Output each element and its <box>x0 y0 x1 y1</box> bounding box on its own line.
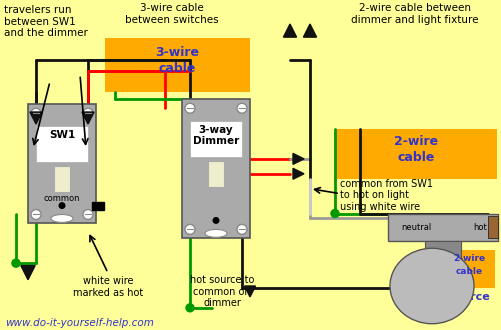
Circle shape <box>212 217 219 224</box>
Text: neutral: neutral <box>400 223 430 232</box>
Bar <box>92 202 104 210</box>
Circle shape <box>236 224 246 234</box>
Bar <box>105 38 249 92</box>
Bar <box>424 241 460 259</box>
Text: cable: cable <box>454 267 481 276</box>
Circle shape <box>236 103 246 113</box>
Text: 2-wire cable between
dimmer and light fixture: 2-wire cable between dimmer and light fi… <box>351 3 478 24</box>
Bar <box>207 161 223 187</box>
Bar <box>487 216 497 238</box>
Text: cable: cable <box>396 151 434 164</box>
Bar <box>182 99 249 238</box>
Polygon shape <box>293 168 304 179</box>
Text: SW1: SW1 <box>49 130 75 140</box>
Text: source: source <box>447 292 489 302</box>
Text: Dimmer: Dimmer <box>192 136 238 146</box>
Circle shape <box>185 224 194 234</box>
Text: cable: cable <box>158 62 196 75</box>
Polygon shape <box>283 24 296 37</box>
Text: common from SW1
to hot on light
using white wire: common from SW1 to hot on light using wh… <box>339 179 432 212</box>
Ellipse shape <box>389 248 473 324</box>
Circle shape <box>31 108 41 118</box>
Text: common: common <box>44 194 80 203</box>
Circle shape <box>185 103 194 113</box>
Polygon shape <box>244 286 255 297</box>
Text: 3-wire: 3-wire <box>155 46 199 59</box>
Ellipse shape <box>51 214 73 222</box>
Circle shape <box>59 202 65 209</box>
Text: travelers run
between SW1
and the dimmer: travelers run between SW1 and the dimmer <box>4 5 88 38</box>
Circle shape <box>13 260 20 267</box>
Polygon shape <box>30 112 42 124</box>
Ellipse shape <box>204 229 226 237</box>
Polygon shape <box>303 24 316 37</box>
Bar <box>442 250 494 288</box>
Bar <box>28 104 96 223</box>
Text: 2-wire: 2-wire <box>452 254 484 263</box>
Bar <box>387 214 497 241</box>
Text: 2-wire: 2-wire <box>393 135 437 148</box>
Text: white wire
marked as hot: white wire marked as hot <box>73 276 143 298</box>
Circle shape <box>330 210 338 217</box>
Circle shape <box>31 210 41 219</box>
Circle shape <box>186 304 193 312</box>
Polygon shape <box>293 153 304 164</box>
Text: 3-way: 3-way <box>198 125 233 135</box>
Bar <box>54 166 70 192</box>
Circle shape <box>12 259 20 267</box>
Text: hot source to
common on
dimmer: hot source to common on dimmer <box>189 275 254 308</box>
Circle shape <box>83 108 93 118</box>
Bar <box>189 121 241 157</box>
Text: hot: hot <box>472 223 486 232</box>
Circle shape <box>83 210 93 219</box>
Text: 3-wire cable
between switches: 3-wire cable between switches <box>125 3 218 24</box>
Text: www.do-it-yourself-help.com: www.do-it-yourself-help.com <box>5 318 154 328</box>
Bar <box>36 126 88 162</box>
Bar <box>334 129 496 179</box>
Polygon shape <box>21 266 35 280</box>
Polygon shape <box>82 112 94 124</box>
